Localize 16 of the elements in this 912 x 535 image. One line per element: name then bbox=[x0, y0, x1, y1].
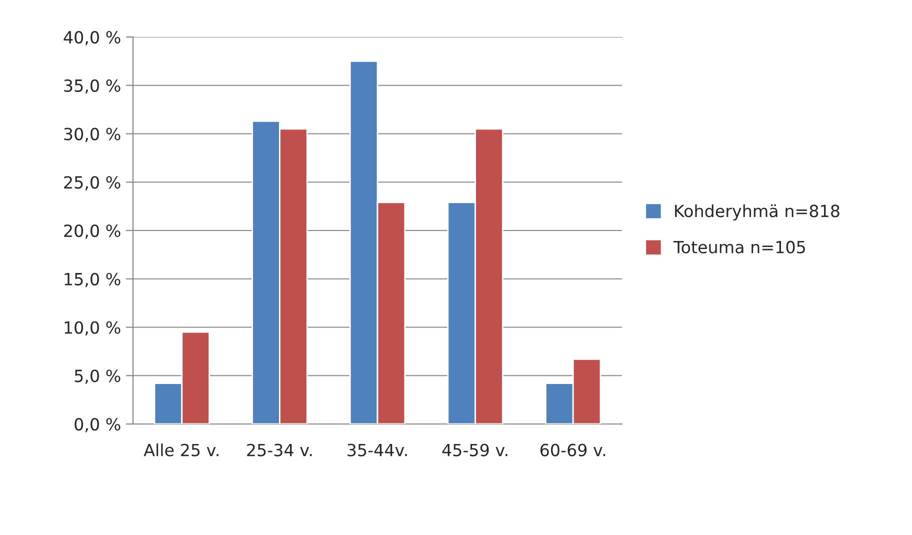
x-tick-label: 45-59 v. bbox=[442, 444, 508, 456]
legend-label: Toteuma n=105 bbox=[673, 240, 805, 254]
y-tick-label: 25,0 % bbox=[64, 176, 120, 190]
y-tick-label: 20,0 % bbox=[64, 224, 120, 239]
y-tick-label: 15,0 % bbox=[64, 272, 120, 288]
y-tick-label: 0,0 % bbox=[74, 418, 120, 432]
x-tick-label: 60-69 v. bbox=[540, 444, 606, 456]
y-tick-label: 5,0 % bbox=[74, 370, 120, 384]
y-tick-label: 40,0 % bbox=[64, 30, 120, 46]
x-tick-label: 35-44v. bbox=[348, 444, 407, 456]
y-tick-label: 30,0 % bbox=[64, 128, 120, 142]
y-tick-label: 10,0 % bbox=[64, 321, 120, 336]
x-tick-label: Alle 25 v. bbox=[144, 443, 218, 456]
y-tick-label: 35,0 % bbox=[64, 79, 120, 94]
x-tick-label: 25-34 v. bbox=[247, 444, 312, 456]
legend-label: Kohderyhmä n=818 bbox=[675, 204, 840, 220]
